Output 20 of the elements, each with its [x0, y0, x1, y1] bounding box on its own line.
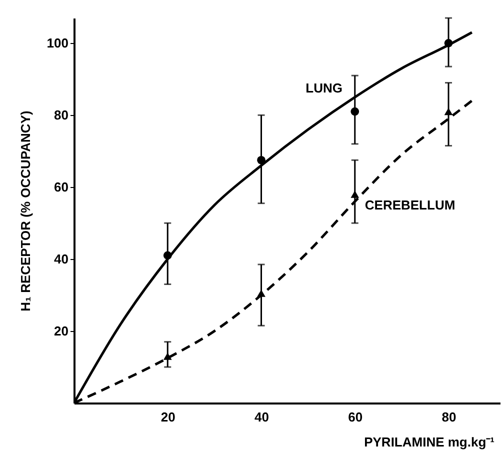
x-tick-label: 60: [348, 410, 363, 424]
y-tick-label: 80: [54, 108, 68, 123]
y-tick-label: 100: [46, 36, 68, 51]
series-label: LUNG: [306, 80, 342, 96]
series-label: CEREBELLUM: [364, 198, 456, 213]
point: [444, 39, 453, 48]
point: [257, 156, 266, 164]
y-tick-label: 20: [54, 324, 68, 339]
y-axis-title: H₁ RECEPTOR (% OCCUPANCY): [18, 110, 33, 312]
point: [444, 108, 453, 116]
x-tick-label: 80: [442, 410, 456, 424]
point: [163, 251, 172, 260]
y-tick-label: 40: [54, 252, 68, 267]
x-tick-label: 40: [254, 410, 269, 424]
point: [163, 352, 172, 360]
x-tick-label: 20: [160, 410, 176, 424]
x-axis-title: PYRILAMINE mg.kg⁻¹: [364, 434, 494, 450]
point: [350, 190, 360, 198]
y-tick-label: 60: [54, 180, 68, 195]
point: [350, 107, 360, 116]
